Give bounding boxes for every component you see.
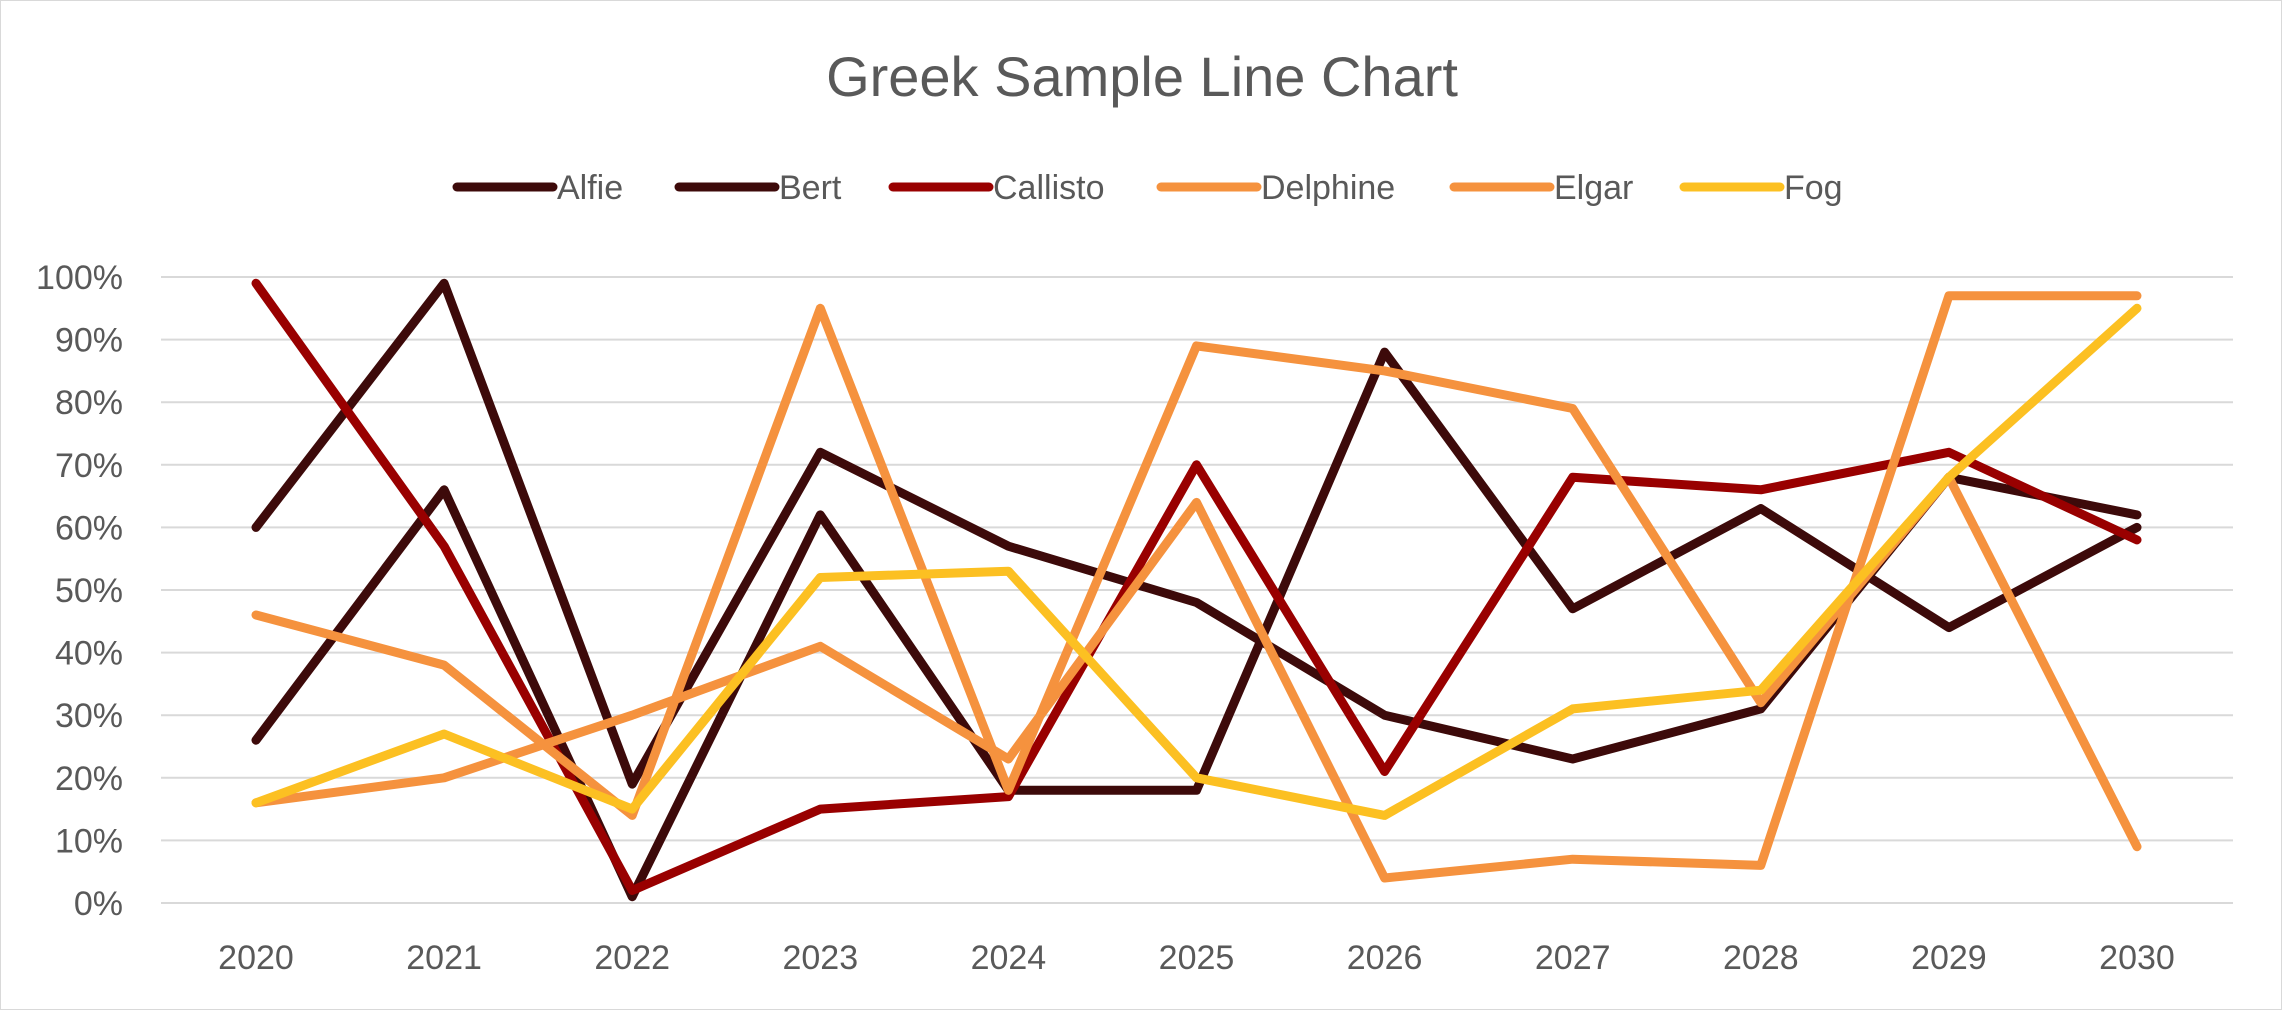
legend-label: Alfie <box>557 169 623 207</box>
y-tick-label: 0% <box>74 885 123 923</box>
legend-label: Delphine <box>1261 169 1395 207</box>
legend-label: Fog <box>1784 169 1843 207</box>
y-tick-label: 30% <box>55 697 123 735</box>
x-tick-label: 2022 <box>594 939 670 977</box>
x-tick-label: 2020 <box>218 939 294 977</box>
series-line-bert <box>251 347 2142 902</box>
y-tick-label: 70% <box>55 447 123 485</box>
x-tick-label: 2024 <box>971 939 1047 977</box>
x-tick-label: 2025 <box>1159 939 1235 977</box>
y-tick-label: 40% <box>55 635 123 673</box>
x-tick-label: 2028 <box>1723 939 1799 977</box>
plot-area <box>251 278 2142 902</box>
x-tick-label: 2027 <box>1535 939 1611 977</box>
x-tick-label: 2030 <box>2099 939 2175 977</box>
series-line-fog <box>251 303 2142 820</box>
series-line-callisto <box>251 278 2142 895</box>
x-tick-label: 2023 <box>782 939 858 977</box>
y-tick-label: 10% <box>55 822 123 860</box>
y-tick-label: 60% <box>55 509 123 547</box>
y-tick-label: 80% <box>55 384 123 422</box>
y-tick-label: 100% <box>36 259 123 297</box>
y-tick-label: 90% <box>55 322 123 360</box>
y-tick-label: 20% <box>55 760 123 798</box>
series-line-elgar <box>251 291 2142 883</box>
series-line-delphine <box>251 303 2142 852</box>
legend-label: Callisto <box>993 169 1104 207</box>
x-tick-label: 2021 <box>406 939 482 977</box>
chart-title: Greek Sample Line Chart <box>826 45 1458 108</box>
x-tick-label: 2026 <box>1347 939 1423 977</box>
legend: Alfie Bert Callisto Delphine Elgar Fog <box>452 169 1843 207</box>
y-axis: 0% 10% 20% 30% 40% 50% 60% 70% 80% 90% 100% <box>36 259 123 923</box>
y-tick-label: 50% <box>55 572 123 610</box>
x-tick-label: 2029 <box>1911 939 1987 977</box>
legend-label: Bert <box>779 169 842 207</box>
legend-label: Elgar <box>1554 169 1633 207</box>
x-axis: 2020 2021 2022 2023 2024 2025 2026 2027 2028 2029… <box>218 939 2175 977</box>
